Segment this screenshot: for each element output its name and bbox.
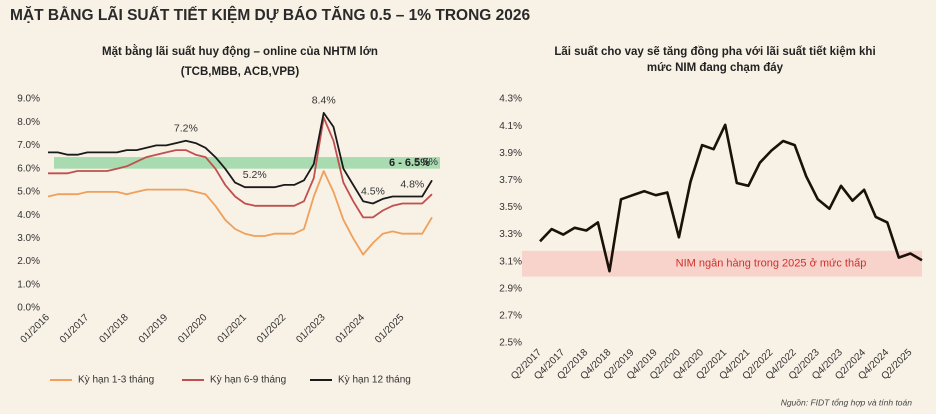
y-tick-label: 2.7%: [499, 311, 522, 322]
y-tick-label: 1.0%: [17, 279, 40, 290]
chart-title: Lãi suất cho vay sẽ tăng đồng pha với lã…: [554, 46, 875, 58]
y-tick-label: 3.5%: [499, 202, 522, 213]
y-tick-label: 3.3%: [499, 229, 522, 240]
legend-label: Kỳ hạn 6-9 tháng: [210, 375, 286, 386]
band: [54, 157, 440, 169]
y-tick-label: 9.0%: [17, 94, 40, 105]
band-label: NIM ngân hàng trong 2025 ở mức thấp: [676, 258, 867, 270]
y-tick-label: 6.0%: [17, 163, 40, 174]
y-tick-label: 8.0%: [17, 117, 40, 128]
y-tick-label: 4.3%: [499, 94, 522, 105]
legend-label: Kỳ hạn 12 tháng: [338, 375, 411, 386]
page-title: MẶT BẰNG LÃI SUẤT TIẾT KIỆM DỰ BÁO TĂNG …: [10, 6, 530, 24]
y-tick-label: 0.0%: [17, 303, 40, 314]
chart-subtitle: (TCB,MBB, ACB,VPB): [181, 66, 300, 78]
y-tick-label: 2.9%: [499, 283, 522, 294]
y-tick-label: 3.9%: [499, 148, 522, 159]
annotation: 5.5%: [414, 156, 438, 168]
annotation: 7.2%: [174, 123, 198, 135]
chart-title: mức NIM đang chạm đáy: [647, 62, 784, 74]
y-tick-label: 2.0%: [17, 256, 40, 267]
band-label: 6 - 6.5%: [389, 157, 430, 169]
chart-title: Mặt bằng lãi suất huy động – online của …: [102, 45, 378, 58]
band: [522, 250, 922, 277]
legend-label: Kỳ hạn 1-3 tháng: [78, 375, 154, 386]
y-tick-label: 3.0%: [17, 233, 40, 244]
series-line: [48, 116, 433, 219]
y-tick-label: 7.0%: [17, 140, 40, 151]
annotation: 4.5%: [361, 185, 385, 197]
y-tick-label: 5.0%: [17, 187, 40, 198]
series-line: [47, 170, 433, 256]
annotation: 4.8%: [400, 178, 424, 190]
y-tick-label: 4.1%: [499, 121, 522, 132]
y-tick-label: 2.5%: [499, 338, 522, 349]
source: Nguồn: FIDT tổng hợp và tính toán: [781, 397, 913, 407]
series-line: [539, 123, 923, 273]
annotation: 8.4%: [312, 95, 336, 107]
y-tick-label: 3.7%: [499, 175, 522, 186]
y-tick-label: 3.1%: [499, 256, 522, 267]
y-tick-label: 4.0%: [17, 210, 40, 221]
series-line: [48, 112, 433, 205]
annotation: 5.2%: [243, 169, 267, 181]
